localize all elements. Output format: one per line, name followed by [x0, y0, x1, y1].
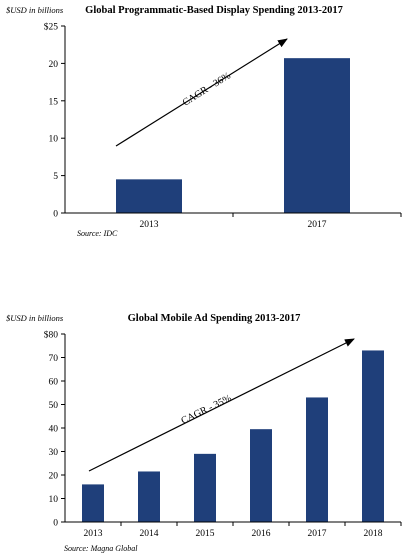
y-tick-label: 0	[53, 519, 58, 529]
x-tick-label: 2016	[252, 529, 271, 539]
y-tick-label: 20	[49, 60, 59, 70]
bar-2018	[362, 350, 384, 522]
x-tick-label: 2017	[308, 529, 327, 539]
y-tick-label: 60	[49, 378, 59, 388]
y-tick-label: 20	[49, 472, 59, 482]
y-axis-label: $USD in billions	[6, 313, 64, 323]
programmatic-spending-chart: $USD in billions Global Programmatic-Bas…	[6, 5, 402, 238]
x-tick-label: 2014	[140, 529, 159, 539]
y-tick-label: 10	[49, 135, 59, 145]
x-tick-label: 2015	[196, 529, 215, 539]
bar-2017	[284, 58, 350, 213]
y-tick-label: 50	[49, 401, 59, 411]
y-tick-label: 0	[53, 210, 58, 220]
cagr-arrow	[115, 38, 288, 147]
x-tick-label: 2013	[84, 529, 103, 539]
source-note: Source: Magna Global	[64, 544, 138, 553]
x-tick-label: 2017	[308, 220, 327, 230]
bar-2014	[138, 471, 160, 522]
x-tick-label: 2018	[364, 529, 383, 539]
x-tick-label: 2013	[140, 220, 159, 230]
y-tick-label: 5	[53, 172, 58, 182]
bar-2013	[82, 484, 104, 522]
bar-2013	[116, 179, 182, 213]
y-tick-label: 70	[49, 354, 59, 364]
y-tick-label: 15	[49, 97, 59, 107]
chart-title: Global Programmatic-Based Display Spendi…	[85, 5, 343, 16]
source-note: Source: IDC	[77, 229, 118, 238]
bar-2016	[250, 429, 272, 522]
y-axis-label: $USD in billions	[6, 5, 64, 15]
y-tick-label: $80	[44, 330, 59, 341]
y-tick-label: 30	[49, 448, 59, 458]
y-tick-label: 40	[49, 425, 59, 435]
cagr-annotation: CAGR - 35%	[179, 393, 233, 427]
cagr-annotation: CAGR - 36%	[181, 70, 233, 108]
chart-title: Global Mobile Ad Spending 2013-2017	[128, 313, 301, 324]
bar-2015	[194, 453, 216, 522]
cagr-arrow	[88, 338, 355, 472]
y-tick-label: 10	[49, 495, 59, 505]
mobile-ad-spending-chart: $USD in billions Global Mobile Ad Spendi…	[6, 313, 402, 553]
bar-2017	[306, 397, 328, 522]
y-tick-label: $25	[44, 22, 59, 33]
